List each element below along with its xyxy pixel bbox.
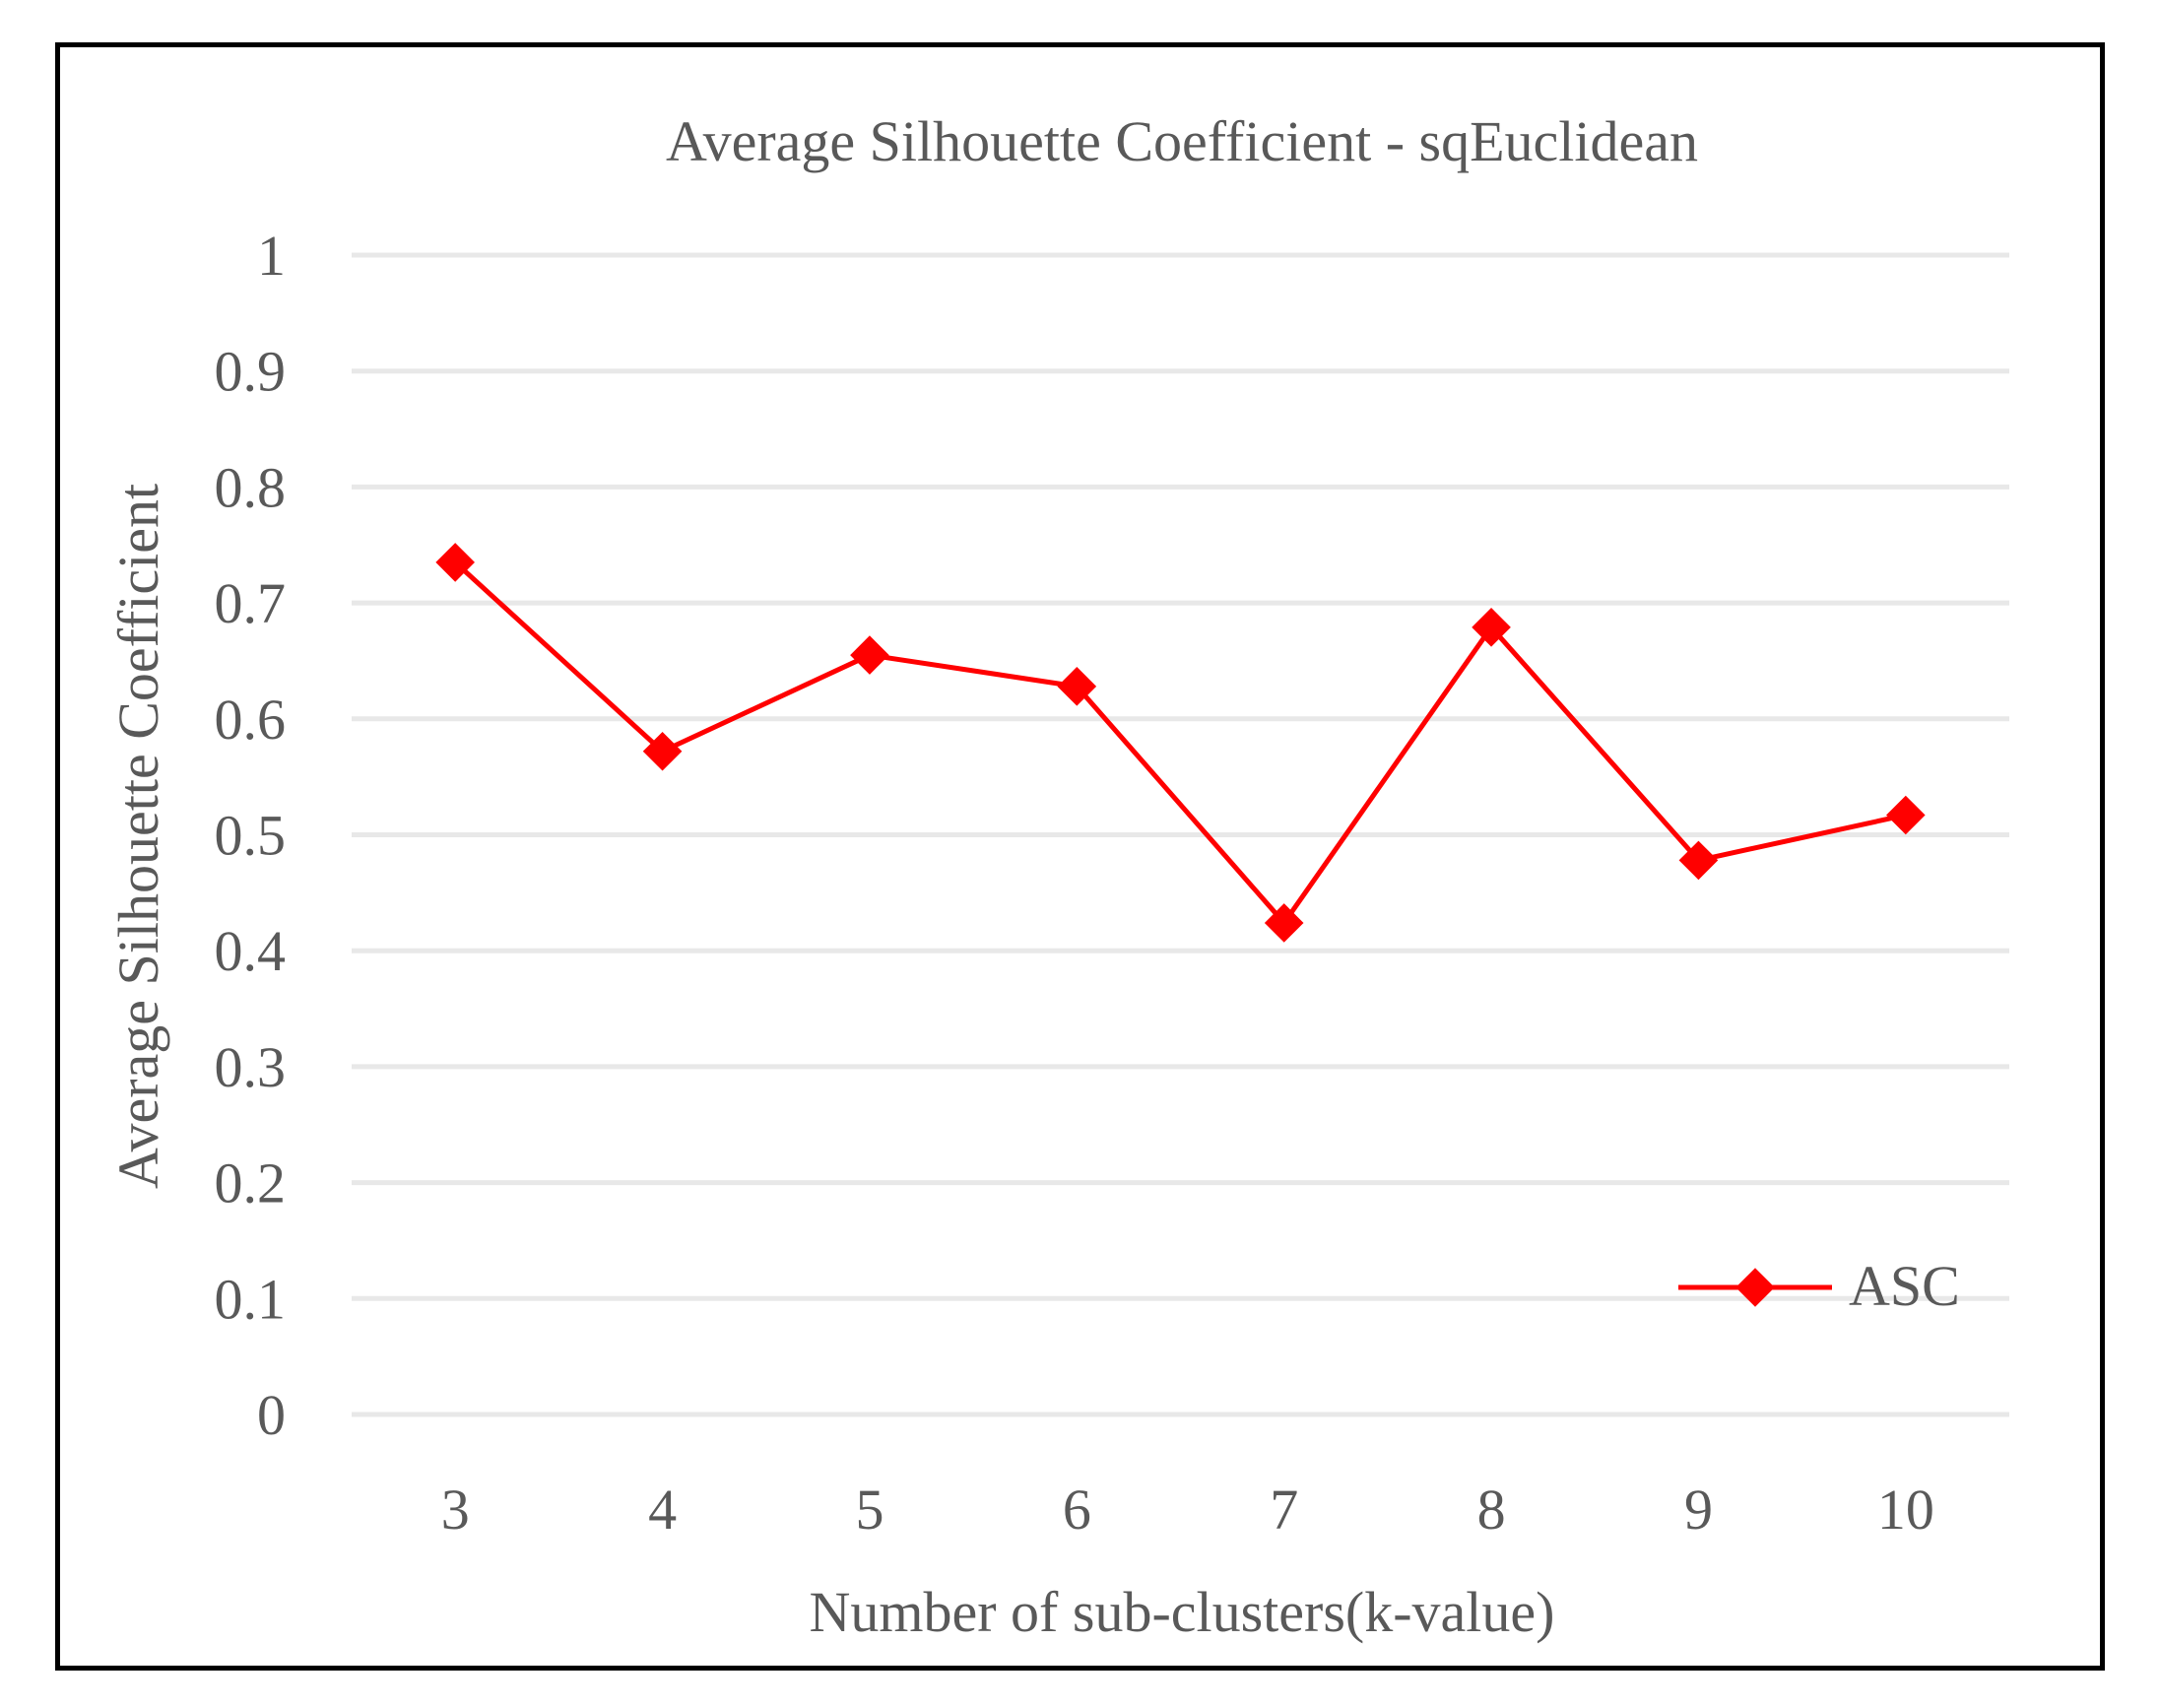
legend: ASC	[1678, 1254, 1960, 1318]
x-tick-label: 5	[855, 1478, 884, 1542]
x-tick-label: 4	[648, 1478, 677, 1542]
gridlines	[352, 252, 2009, 1417]
legend-label-asc: ASC	[1849, 1254, 1960, 1318]
y-tick-label: 0.2	[215, 1151, 287, 1215]
chart-frame	[55, 42, 2105, 1671]
data-point	[642, 731, 683, 771]
y-tick-label: 0.8	[215, 455, 287, 519]
y-axis-ticks: 0 0.1 0.2 0.3 0.4 0.5 0.6 0.7 0.8 0.9 1	[215, 224, 287, 1447]
data-point	[435, 543, 475, 582]
y-tick-label: 0.7	[215, 571, 287, 635]
y-tick-label: 1	[257, 224, 286, 288]
data-point	[1264, 903, 1304, 943]
data-point	[1057, 667, 1097, 706]
series-layer	[435, 543, 1926, 943]
y-tick-label: 0.9	[215, 340, 287, 404]
y-tick-label: 0	[257, 1383, 286, 1447]
y-tick-label: 0.1	[215, 1267, 287, 1331]
y-axis-label: Average Silhouette Coefficient	[106, 484, 170, 1189]
x-tick-label: 7	[1270, 1478, 1298, 1542]
data-point	[1886, 795, 1926, 835]
y-tick-label: 0.6	[215, 688, 287, 752]
x-tick-label: 3	[441, 1478, 470, 1542]
x-tick-label: 6	[1063, 1478, 1091, 1542]
x-tick-label: 8	[1477, 1478, 1506, 1542]
y-tick-label: 0.5	[215, 804, 287, 868]
series-line	[453, 560, 1907, 926]
x-tick-label: 9	[1684, 1478, 1713, 1542]
legend-marker-asc	[1735, 1268, 1775, 1307]
chart-title: Average Silhouette Coefficient - sqEucli…	[666, 109, 1698, 173]
y-tick-label: 0.3	[215, 1035, 287, 1099]
y-tick-label: 0.4	[215, 919, 287, 983]
x-axis-ticks: 3 4 5 6 7 8 9 10	[441, 1478, 1934, 1542]
x-tick-label: 10	[1877, 1478, 1934, 1542]
data-point	[1678, 840, 1719, 881]
x-axis-label: Number of sub-clusters(k-value)	[810, 1580, 1555, 1644]
data-point	[1472, 608, 1511, 647]
data-point	[850, 635, 889, 675]
